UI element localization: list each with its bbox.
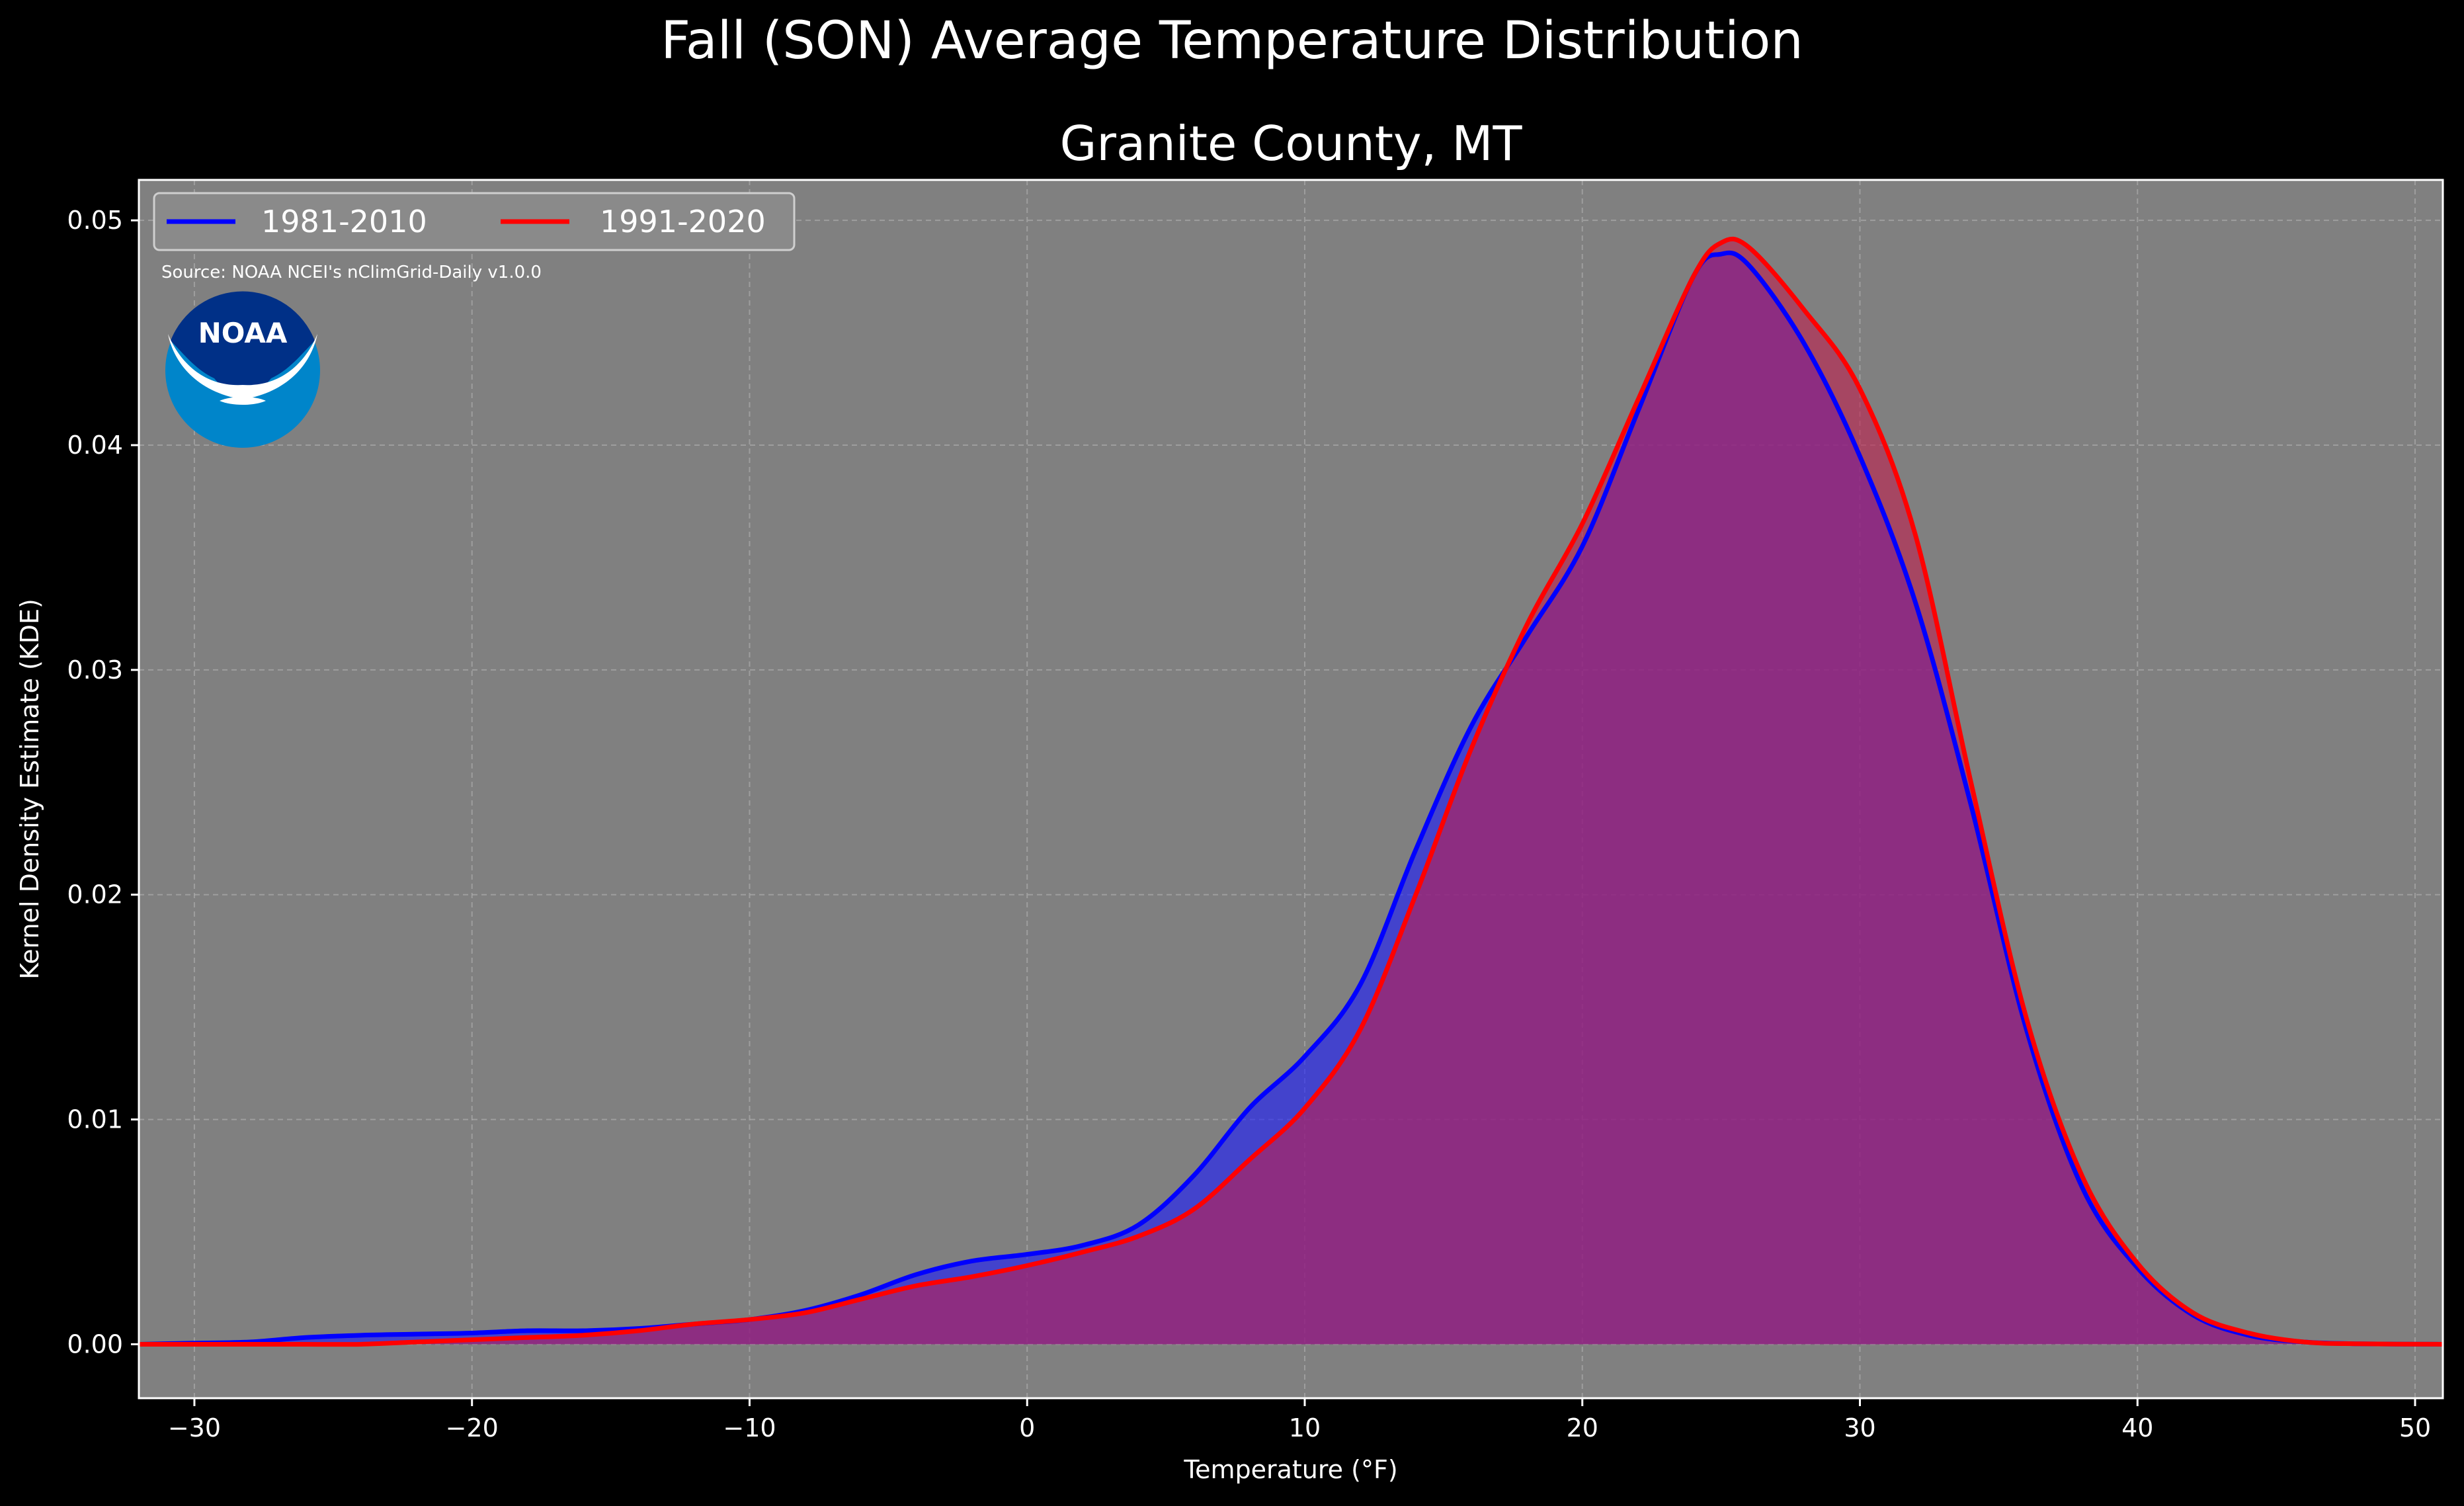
y-tick-label-3: 0.03 — [67, 655, 123, 685]
x-tick-label-8: 50 — [2399, 1413, 2431, 1443]
legend-label-1981-2010: 1981-2010 — [261, 204, 427, 239]
x-tick-label-5: 20 — [1567, 1413, 1598, 1443]
x-tick-label-2: −10 — [723, 1413, 776, 1443]
series-area-1991-2020 — [139, 239, 2443, 1345]
legend: 1981-2010 1991-2020 — [153, 192, 796, 251]
y-tick-label-1: 0.01 — [67, 1105, 123, 1134]
legend-box — [153, 192, 796, 251]
plot-frame — [138, 179, 2444, 1400]
series-line-1981-2010 — [138, 250, 2443, 1347]
x-tick-label-4: 10 — [1289, 1413, 1321, 1443]
x-tick-label-6: 30 — [1844, 1413, 1875, 1443]
noaa-logo-text: NOAA — [198, 317, 288, 349]
legend-label-1991-2020: 1991-2020 — [600, 204, 766, 239]
chart-subtitle: Granite County, MT — [1060, 116, 1523, 171]
y-axis-ticks: 0.00 0.01 0.02 0.03 0.04 0.05 — [67, 206, 139, 1359]
x-tick-label-0: −30 — [168, 1413, 221, 1443]
noaa-logo-icon: NOAA — [165, 291, 320, 448]
x-tick-label-3: 0 — [1019, 1413, 1035, 1443]
y-axis-label: Kernel Density Estimate (KDE) — [15, 599, 44, 980]
x-tick-label-1: −20 — [446, 1413, 499, 1443]
x-axis-label: Temperature (°F) — [1183, 1455, 1397, 1484]
series-line-1991-2020 — [139, 236, 2443, 1347]
y-tick-label-2: 0.02 — [67, 880, 123, 909]
y-tick-label-4: 0.04 — [67, 431, 123, 460]
x-axis-ticks: −30 −20 −10 0 10 20 30 40 50 — [168, 1398, 2431, 1443]
x-tick-label-7: 40 — [2121, 1413, 2153, 1443]
chart-suptitle: Fall (SON) Average Temperature Distribut… — [661, 11, 1803, 71]
source-note: Source: NOAA NCEI's nClimGrid-Daily v1.0… — [161, 263, 542, 282]
series-group — [138, 236, 2443, 1347]
y-tick-label-5: 0.05 — [67, 206, 123, 235]
y-tick-label-0: 0.00 — [67, 1329, 123, 1359]
